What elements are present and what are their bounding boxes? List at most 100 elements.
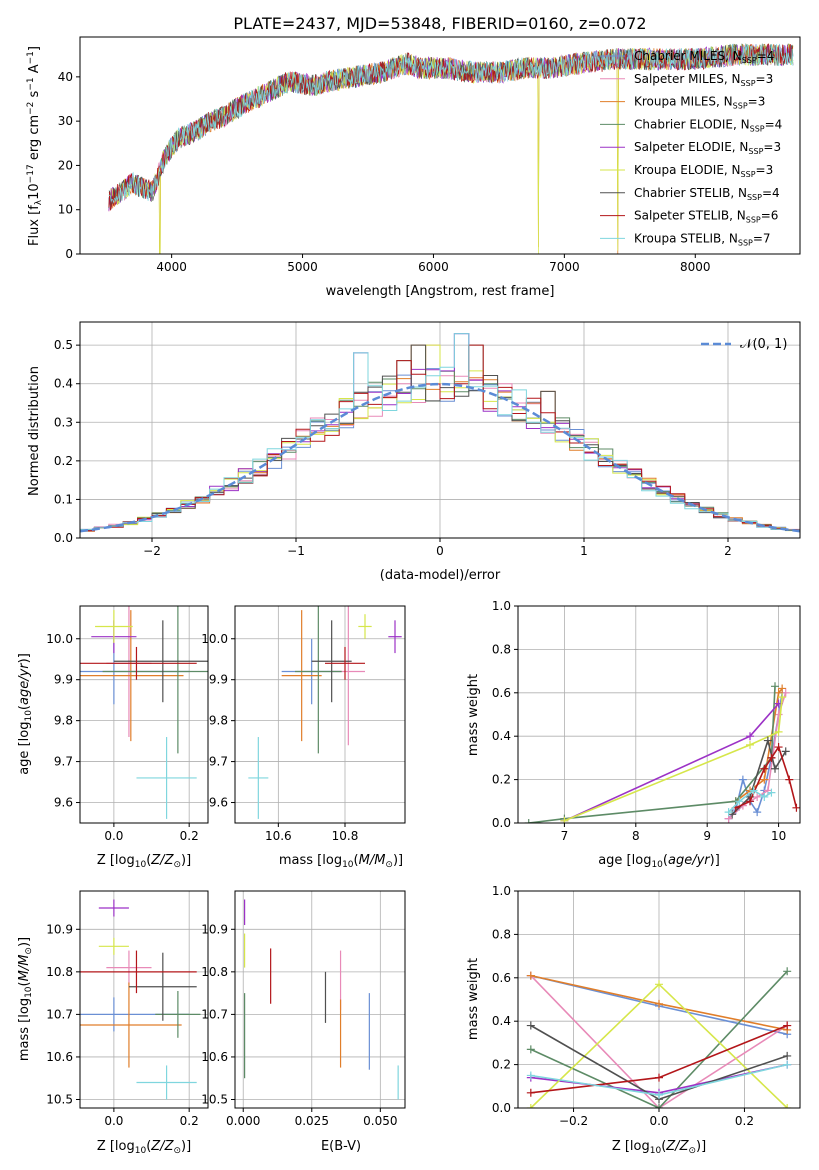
y-tick-label: 9.9: [54, 673, 73, 687]
age-mass-xlabel: mass [log10(M/M⊙)]: [279, 853, 403, 870]
residual-histogram: [80, 333, 800, 531]
y-tick-label: 0.4: [492, 1014, 511, 1028]
marker-plus: [746, 797, 755, 806]
y-tick-label: 0: [65, 247, 73, 261]
mass-ebv-panel: 0.000 0.025 0.050 10.5 10.6 10.7 10.8 10.9: [201, 890, 406, 1128]
legend-entry: Salpeter STELIB, NSSP=6: [634, 209, 778, 225]
legend-entry: Kroupa MILES, NSSP=3: [634, 95, 765, 111]
massweight-age-ylabel: mass weight: [466, 674, 481, 756]
marker-plus: [655, 1104, 663, 1108]
axes-overlay: 0.000 0.025 0.050 10.5 10.6 10.7 10.8 10.9: [201, 890, 406, 1128]
y-tick-label: 20: [58, 158, 73, 172]
residual-xlabel: (data-model)/error: [380, 568, 501, 583]
plot-area: [80, 606, 208, 819]
marker-plus: [524, 819, 533, 823]
spectrum-legend: Chabrier MILES, NSSP=4 Salpeter MILES, NS…: [600, 49, 782, 247]
plot-area: [108, 43, 794, 254]
legend-entry: Chabrier MILES, NSSP=4: [634, 49, 774, 65]
y-tick-label: 9.6: [209, 796, 228, 810]
axes-frame: [517, 605, 801, 824]
plot-area: [243, 899, 399, 1100]
marker-plus: [655, 980, 663, 989]
marker-plus: [778, 693, 787, 702]
marker-plus: [655, 1073, 663, 1082]
legend-entry: Kroupa ELODIE, NSSP=3: [634, 163, 773, 179]
x-tick-label: 0.0: [104, 829, 123, 843]
y-tick-label: 0.3: [54, 415, 73, 429]
figure-title: PLATE=2437, MJD=53848, FIBERID=0160, z=0…: [233, 14, 646, 33]
marker-plus: [746, 732, 755, 741]
marker-plus: [560, 816, 569, 823]
marker-plus: [783, 1051, 792, 1060]
y-tick-label: 30: [58, 114, 73, 128]
mass-weight-line: [564, 697, 783, 822]
spectrum-line: [108, 43, 794, 204]
y-tick-label: 9.7: [209, 755, 228, 769]
x-tick-label: 4000: [156, 260, 187, 274]
y-tick-label: 0.6: [492, 686, 511, 700]
mass-weight-line: [727, 692, 783, 820]
y-tick-label: 10.6: [201, 1050, 228, 1064]
axes-overlay: 0.0 0.2 10.5 10.6 10.7 10.8 10.9: [46, 890, 209, 1128]
axes-overlay: 4000 5000 6000 7000 8000 0 10 20 30 40: [58, 36, 801, 274]
marker-plus: [526, 1045, 535, 1054]
marker-plus: [783, 1021, 792, 1030]
y-tick-label: 10.8: [201, 965, 228, 979]
massweight-z-xlabel: Z [log10(Z/Z⊙)]: [612, 1139, 706, 1156]
x-tick-label: −0.2: [559, 1114, 588, 1128]
marker-plus: [655, 999, 663, 1008]
x-tick-label: 6000: [418, 260, 449, 274]
marker-plus: [760, 775, 769, 784]
marker-plus: [738, 775, 747, 784]
marker-plus: [753, 808, 762, 817]
y-tick-label: 10.9: [46, 922, 73, 936]
marker-plus: [783, 967, 792, 976]
axes-frame: [79, 890, 209, 1109]
y-tick-label: 10.9: [201, 922, 228, 936]
y-tick-label: 10.0: [46, 632, 73, 646]
marker-plus: [760, 764, 769, 773]
axes-overlay: 0.0 0.2 9.6 9.7 9.8 9.9 10.0: [46, 605, 209, 843]
residual-ylabel: Normed distribution: [27, 366, 42, 496]
y-tick-label: 0.8: [492, 642, 511, 656]
y-tick-label: 0.4: [54, 377, 73, 391]
x-tick-label: 8000: [680, 260, 711, 274]
x-tick-label: 0.0: [649, 1114, 668, 1128]
mass-z-xlabel: Z [log10(Z/Z⊙)]: [97, 1139, 191, 1156]
marker-plus: [655, 1090, 663, 1099]
marker-plus: [767, 788, 776, 797]
axes-overlay: −2 −1 0 1 2 0.0 0.1 0.2 0.3 0.4 0.5 𝒩(0, 1): [54, 321, 801, 558]
marker-plus: [778, 684, 787, 693]
legend-entry: Salpeter ELODIE, NSSP=3: [634, 140, 781, 156]
marker-plus: [749, 786, 758, 795]
x-tick-label: 10: [771, 829, 786, 843]
y-tick-label: 1.0: [492, 599, 511, 613]
spectrum-ylabel: Flux [fλ10−17 erg cm−2 s−1 A−1]: [26, 46, 44, 246]
y-tick-label: 0.0: [54, 531, 73, 545]
marker-plus: [767, 753, 776, 762]
mass-z-panel: 0.0 0.2 10.5 10.6 10.7 10.8 10.9: [46, 890, 209, 1128]
axes-overlay: 7 8 9 10 0.0 0.2 0.4 0.6 0.8 1.0: [492, 599, 801, 843]
legend-entry: Kroupa STELIB, NSSP=7: [634, 231, 771, 247]
y-tick-label: 9.8: [54, 714, 73, 728]
y-tick-label: 0.8: [492, 927, 511, 941]
mass-weight-line: [735, 687, 783, 802]
legend-entry: Salpeter MILES, NSSP=3: [634, 72, 773, 88]
y-tick-label: 10.5: [201, 1092, 228, 1106]
x-tick-label: 1: [580, 544, 588, 558]
x-tick-label: 5000: [287, 260, 318, 274]
y-tick-label: 9.9: [209, 673, 228, 687]
marker-plus: [763, 736, 772, 745]
marker-plus: [760, 792, 769, 801]
mass-weight-line: [530, 975, 788, 1108]
plot-area: [526, 967, 792, 1108]
marker-plus: [792, 803, 800, 812]
axes-overlay: −0.2 0.0 0.2 0.0 0.2 0.4 0.6 0.8 1.0: [492, 884, 801, 1128]
x-tick-label: 10.8: [332, 829, 359, 843]
marker-plus: [774, 688, 783, 697]
marker-plus: [783, 1104, 792, 1108]
marker-plus: [781, 688, 790, 697]
marker-plus: [785, 775, 794, 784]
axes-frame: [79, 605, 209, 824]
mass-z-ylabel: mass [log10(M/M⊙)]: [17, 937, 34, 1061]
